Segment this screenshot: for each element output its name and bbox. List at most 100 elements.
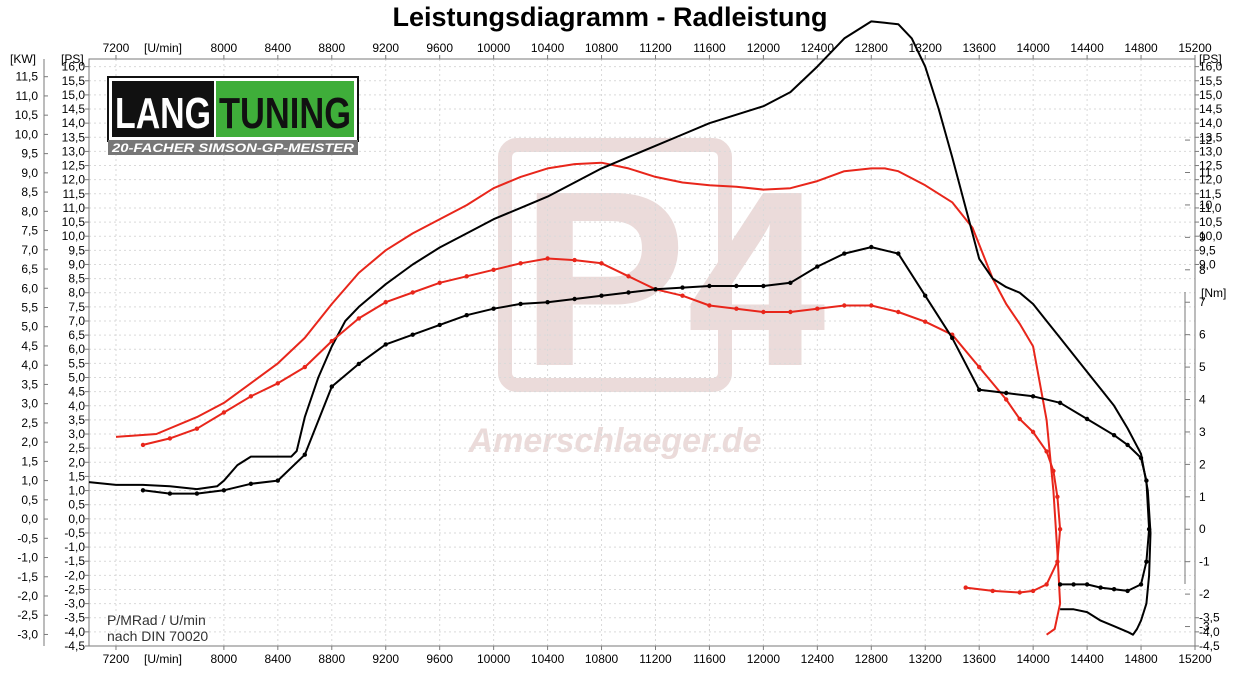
kw-tick-label: 1,5 xyxy=(21,454,38,468)
x-tick-label-top: 8400 xyxy=(264,41,291,55)
ps-right-tick-label: 11,0 xyxy=(1199,201,1222,215)
ps-right-low-tick-label: -3,5 xyxy=(1199,611,1220,625)
kw-tick-label: -1,5 xyxy=(17,570,38,584)
data-point xyxy=(275,381,280,386)
data-point xyxy=(734,283,739,289)
nm-tick-label: 2 xyxy=(1199,457,1206,471)
kw-tick-label: 9,5 xyxy=(21,147,38,161)
nm-tick-label: 9 xyxy=(1199,230,1206,244)
ps-tick-label: 2,5 xyxy=(68,441,85,455)
data-point xyxy=(1055,494,1060,499)
ps-axis-left: 16,015,515,014,514,013,513,012,512,011,5… xyxy=(62,60,89,653)
data-point xyxy=(1051,468,1056,474)
ps-right-tick-label: 14,5 xyxy=(1199,102,1223,116)
x-tick-label-bottom: 8800 xyxy=(318,652,345,666)
x-tick-label-bottom: 10400 xyxy=(531,652,565,666)
logo-text-tuning: TUNING xyxy=(219,89,351,138)
ps-tick-label: 0,5 xyxy=(68,498,85,512)
data-point xyxy=(1111,587,1117,592)
x-tick-label-bottom: 15200 xyxy=(1178,652,1212,666)
x-tick-label-bottom: 11600 xyxy=(693,652,726,666)
x-tick-label-top: 7200 xyxy=(103,41,130,55)
data-point xyxy=(990,588,995,594)
data-point xyxy=(896,251,901,256)
kw-tick-label: 5,5 xyxy=(21,300,38,314)
data-point xyxy=(842,303,847,308)
ps-tick-label: 5,5 xyxy=(68,356,85,370)
kw-tick-label: 0,0 xyxy=(21,512,38,526)
ps-axis-label-left: [PS] xyxy=(61,52,84,66)
ps-right-tick-label: 14,0 xyxy=(1199,116,1223,130)
watermark-frame xyxy=(498,138,732,392)
data-point xyxy=(1057,527,1063,532)
kw-tick-label: 8,0 xyxy=(21,204,38,218)
watermark: P4 Amerschlaeger.de xyxy=(468,138,826,460)
ps-tick-label: 16,0 xyxy=(62,60,86,74)
data-point xyxy=(518,261,523,266)
ps-tick-label: 9,0 xyxy=(68,257,85,271)
kw-tick-label: 0,5 xyxy=(21,493,38,507)
x-tick-label-bottom: 14400 xyxy=(1070,652,1104,666)
data-point xyxy=(653,287,658,292)
x-tick-label-bottom: 9200 xyxy=(372,652,399,666)
data-point xyxy=(491,267,496,272)
annotation-standard: nach DIN 70020 xyxy=(107,628,208,644)
kw-tick-label: 7,5 xyxy=(21,224,38,238)
kw-tick-label: 4,5 xyxy=(21,339,38,353)
data-point xyxy=(1138,455,1144,461)
x-tick-label-bottom: 7200 xyxy=(103,652,130,666)
data-point xyxy=(1044,582,1049,587)
data-point xyxy=(1084,582,1090,587)
data-point xyxy=(842,251,847,256)
kw-tick-label: 10,0 xyxy=(15,127,39,141)
data-point xyxy=(1004,397,1009,402)
data-point xyxy=(707,283,712,289)
kw-tick-label: 11,0 xyxy=(16,89,39,103)
ps-tick-label: 6,5 xyxy=(68,328,85,342)
ps-tick-label: -2,5 xyxy=(64,582,85,596)
data-point xyxy=(248,481,254,486)
nm-tick-label: -2 xyxy=(1199,587,1210,601)
x-tick-label-bottom: 12800 xyxy=(855,652,889,666)
ps-right-tick-label: 9,0 xyxy=(1199,257,1216,271)
nm-tick-label: 4 xyxy=(1199,393,1206,407)
kw-tick-label: 2,5 xyxy=(21,416,38,430)
ps-tick-label: 15,5 xyxy=(62,74,86,88)
data-point xyxy=(248,394,254,399)
ps-tick-label: 8,5 xyxy=(68,272,85,286)
data-point xyxy=(869,244,874,250)
x-tick-label-bottom: 8400 xyxy=(264,652,291,666)
data-point xyxy=(329,338,334,344)
nm-tick-label: -1 xyxy=(1199,555,1210,569)
data-point xyxy=(869,303,874,308)
kw-tick-label: 10,5 xyxy=(15,108,39,122)
nm-tick-label: 1 xyxy=(1199,490,1206,504)
x-axis-top: 7200 8000 8400 8800 9200 9600 10000 10400 10800 1… xyxy=(103,41,1212,59)
x-tick-label-top: 12000 xyxy=(747,41,781,55)
ps-tick-label: 15,0 xyxy=(62,88,86,102)
ps-tick-label: 13,0 xyxy=(62,144,86,158)
data-point xyxy=(963,585,968,590)
ps-tick-label: -3,0 xyxy=(64,597,85,611)
power-curve-red-line xyxy=(115,161,1062,636)
x-tick-label-top: 14400 xyxy=(1070,41,1104,55)
ps-tick-label: 4,0 xyxy=(68,399,85,413)
x-tick-label-top: 9200 xyxy=(372,41,399,55)
data-point xyxy=(1071,582,1076,587)
torque-curve-red xyxy=(140,256,1063,595)
power-curve-red xyxy=(115,161,1062,636)
data-point xyxy=(950,335,955,341)
series-group xyxy=(88,20,1152,636)
ps-tick-label: 8,0 xyxy=(68,286,85,300)
ps-right-tick-label: 13,5 xyxy=(1199,130,1223,144)
ps-axis-right-low: -3,5-4,0-4,5 xyxy=(1195,611,1220,653)
ps-tick-label: 7,0 xyxy=(68,314,85,328)
kw-tick-label: 8,5 xyxy=(21,185,38,199)
kw-tick-label: 4,0 xyxy=(21,358,38,372)
data-point xyxy=(761,309,766,315)
data-point xyxy=(140,442,146,448)
data-point xyxy=(383,300,388,305)
data-point xyxy=(788,309,793,315)
ps-tick-label: 11,0 xyxy=(63,201,86,215)
data-point xyxy=(194,491,200,496)
